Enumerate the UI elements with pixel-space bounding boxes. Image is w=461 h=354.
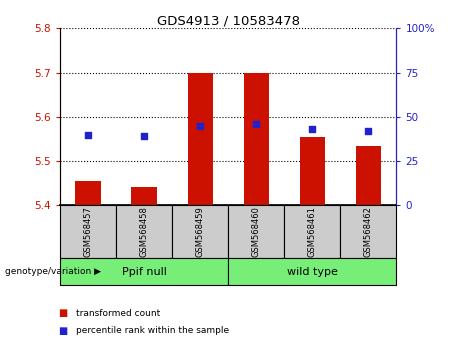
Point xyxy=(253,121,260,127)
Text: ■: ■ xyxy=(58,326,67,336)
Bar xyxy=(116,205,172,258)
Text: wild type: wild type xyxy=(287,267,338,277)
Text: GSM568461: GSM568461 xyxy=(308,206,317,257)
Point xyxy=(196,123,204,129)
Text: ■: ■ xyxy=(58,308,67,318)
Text: transformed count: transformed count xyxy=(76,309,160,318)
Text: GSM568458: GSM568458 xyxy=(140,206,148,257)
Point xyxy=(140,133,148,139)
Text: GSM568459: GSM568459 xyxy=(195,206,205,257)
Text: percentile rank within the sample: percentile rank within the sample xyxy=(76,326,229,336)
Text: GSM568462: GSM568462 xyxy=(364,206,373,257)
Text: GSM568457: GSM568457 xyxy=(83,206,93,257)
Bar xyxy=(131,187,157,205)
Text: Ppif null: Ppif null xyxy=(122,267,166,277)
Point xyxy=(309,126,316,132)
Bar xyxy=(75,181,100,205)
Bar xyxy=(60,258,228,285)
Bar xyxy=(300,137,325,205)
Bar xyxy=(284,205,340,258)
Bar xyxy=(188,73,213,205)
Point xyxy=(84,132,92,137)
Bar xyxy=(243,73,269,205)
Title: GDS4913 / 10583478: GDS4913 / 10583478 xyxy=(157,14,300,27)
Bar xyxy=(356,145,381,205)
Text: genotype/variation ▶: genotype/variation ▶ xyxy=(5,267,100,276)
Bar xyxy=(60,205,116,258)
Bar xyxy=(340,205,396,258)
Point xyxy=(365,128,372,134)
Text: GSM568460: GSM568460 xyxy=(252,206,261,257)
Bar xyxy=(228,258,396,285)
Bar xyxy=(228,205,284,258)
Bar xyxy=(172,205,228,258)
